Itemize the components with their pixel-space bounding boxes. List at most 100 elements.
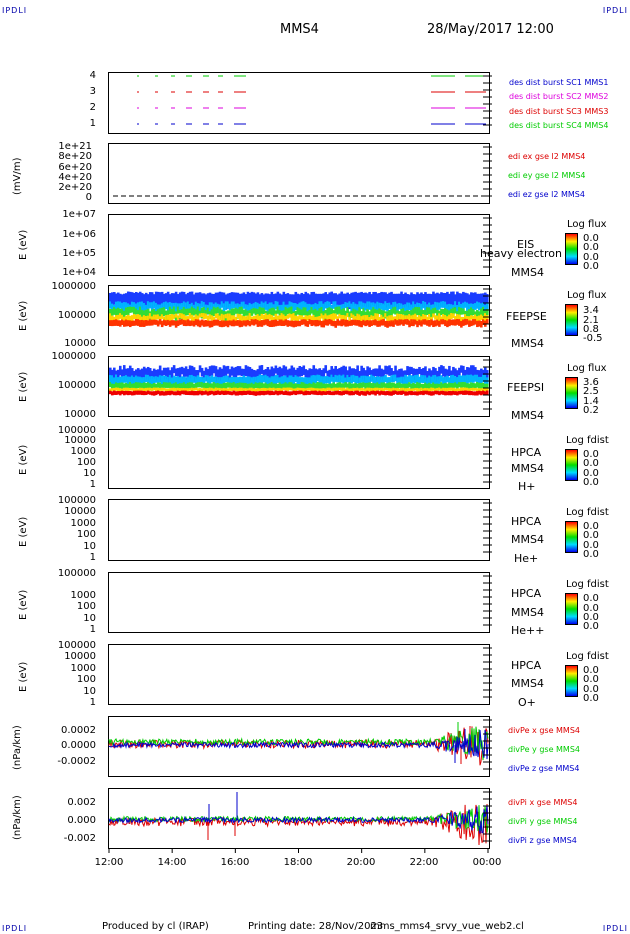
feepsi-cell xyxy=(284,375,288,384)
feepsi-cell xyxy=(258,365,262,375)
feepsi-cell xyxy=(344,388,347,392)
feepse-cell xyxy=(346,319,349,327)
feepsi-cell xyxy=(146,390,150,395)
feepsi-cell xyxy=(208,376,212,385)
feepse-cell xyxy=(388,320,391,327)
feepsi-cell xyxy=(200,382,204,388)
colorbar-title: Log fdist xyxy=(566,435,609,446)
feepse-cell xyxy=(456,291,459,307)
feepsi-cell xyxy=(302,377,306,385)
feepsi-cell xyxy=(324,391,328,395)
feepse-cell xyxy=(154,314,158,320)
feepse-cell xyxy=(162,307,166,317)
feepse-cell xyxy=(118,308,122,315)
feepsi-cell xyxy=(154,383,158,390)
feepsi-cell xyxy=(142,377,146,386)
feepse-cell xyxy=(444,308,447,318)
feepsi-cell xyxy=(136,368,140,378)
feepsi-cell xyxy=(424,387,427,391)
feepse-cell xyxy=(286,308,290,315)
feepse-cell xyxy=(192,294,196,310)
feepsi-cell xyxy=(218,367,222,380)
feepsi-cell xyxy=(152,387,156,391)
feepsi-cell xyxy=(254,376,258,384)
feepsi-cell xyxy=(252,383,256,389)
feepsi-cell xyxy=(264,391,268,395)
feepse-cell xyxy=(380,314,383,321)
feepsi-cell xyxy=(368,391,371,396)
feepsi-cell xyxy=(188,375,192,385)
feepsi-cell xyxy=(476,388,479,392)
feepsi-cell xyxy=(148,383,152,391)
feepse-cell xyxy=(436,309,439,316)
feepse-cell xyxy=(268,308,272,316)
feepse-cell xyxy=(378,320,381,327)
colorbar-title: Log fdist xyxy=(566,651,609,662)
ytick: 100000 xyxy=(57,495,96,506)
feepsi-cell xyxy=(378,387,381,391)
feepse-cell xyxy=(434,301,437,311)
feepse-cell xyxy=(220,313,224,321)
ytick: 100000 xyxy=(57,425,96,436)
feepsi-cell xyxy=(266,376,270,385)
feepsi-cell xyxy=(414,383,417,390)
feepsi-cell xyxy=(226,390,230,395)
feepsi-cell xyxy=(208,387,212,391)
divpi-z-line xyxy=(108,805,489,834)
feepsi-cell xyxy=(408,391,411,395)
feepsi-cell xyxy=(240,368,244,377)
feepsi-cell xyxy=(200,367,204,377)
feepsi-cell xyxy=(190,382,194,390)
feepsi-cell xyxy=(338,367,341,381)
feepse-cell xyxy=(414,313,417,320)
feepsi-cell xyxy=(214,366,218,379)
feepse-cell xyxy=(478,320,481,327)
feepsi-cell xyxy=(326,383,330,390)
feepse-cell xyxy=(126,314,130,323)
feepsi-cell xyxy=(412,368,415,378)
spacecraft-label: MMS4 xyxy=(511,606,544,619)
feepse-cell xyxy=(470,320,473,327)
feepsi-cell xyxy=(214,390,218,396)
colorbar-title: Log fdist xyxy=(566,579,609,590)
feepsi-cell xyxy=(268,383,272,390)
feepsi-cell xyxy=(180,376,184,386)
feepsi-cell xyxy=(390,375,393,383)
feepse-cell xyxy=(260,293,264,307)
feepse-cell xyxy=(462,308,465,315)
feepsi-cell xyxy=(236,391,240,396)
feepsi-cell xyxy=(424,390,427,395)
feepsi-cell xyxy=(206,369,210,381)
feepsi-cell xyxy=(288,375,292,383)
feepsi-cell xyxy=(454,391,457,395)
feepse-cell xyxy=(304,319,308,327)
feepse-cell xyxy=(378,308,381,315)
feepsi-cell xyxy=(292,390,296,395)
feepsi-cell xyxy=(462,390,465,395)
feepse-cell xyxy=(132,306,136,315)
feepse-cell xyxy=(146,301,150,309)
feepsi-cell xyxy=(300,388,304,391)
feepse-cell xyxy=(398,319,401,326)
feepse-cell xyxy=(486,315,489,321)
feepsi-cell xyxy=(408,366,411,376)
feepsi-cell xyxy=(456,383,459,391)
feepse-cell xyxy=(190,306,194,317)
feepse-cell xyxy=(194,292,198,308)
feepsi-cell xyxy=(132,370,136,381)
feepse-cell xyxy=(378,292,381,308)
feepse-cell xyxy=(232,315,236,320)
feepsi-cell xyxy=(306,390,310,395)
feepsi-cell xyxy=(140,390,144,396)
feepse-cell xyxy=(300,301,304,311)
feepsi-cell xyxy=(384,375,387,383)
ytick: 0.0002 xyxy=(61,725,96,736)
feepsi-cell xyxy=(360,365,363,377)
feepsi-cell xyxy=(192,376,196,383)
feepsi-cell xyxy=(242,388,246,392)
feepse-cell xyxy=(460,316,463,322)
feepse-cell xyxy=(286,320,290,327)
feepsi-cell xyxy=(308,387,312,391)
feepsi-cell xyxy=(362,391,365,396)
feepsi-cell xyxy=(322,391,326,395)
